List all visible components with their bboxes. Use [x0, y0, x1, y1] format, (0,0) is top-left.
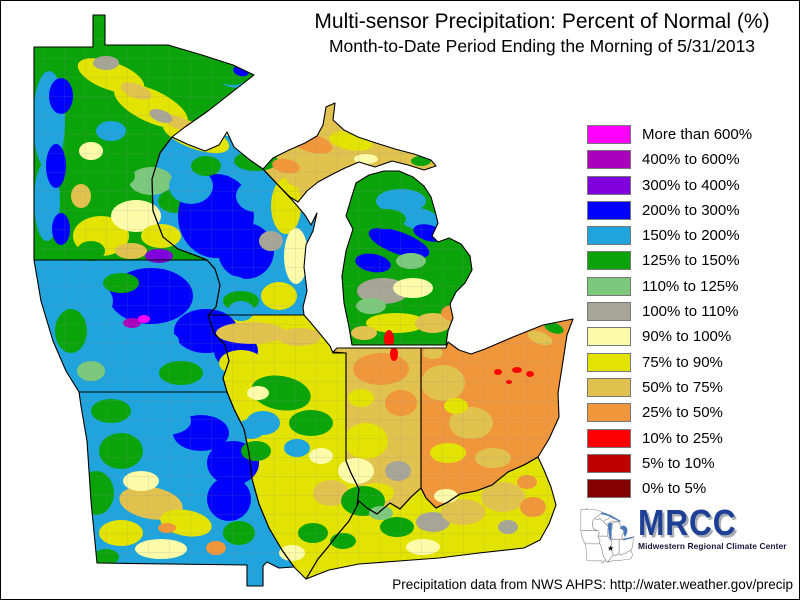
legend-swatch [587, 403, 631, 423]
legend-item: 10% to 25% [587, 428, 752, 448]
legend-item: 400% to 600% [587, 150, 752, 170]
legend-swatch [587, 377, 631, 397]
legend-label: 125% to 150% [642, 252, 740, 270]
legend-label: 5% to 10% [642, 454, 715, 472]
legend-item: 25% to 50% [587, 403, 752, 423]
title-block: Multi-sensor Precipitation: Percent of N… [289, 8, 795, 57]
legend-label: More than 600% [642, 126, 753, 143]
logo-lake-shape [621, 536, 634, 541]
page-subtitle: Month-to-Date Period Ending the Morning … [328, 36, 756, 56]
legend-label: 25% to 50% [642, 404, 723, 422]
legend-swatch [587, 453, 631, 473]
legend-item: 50% to 75% [587, 377, 752, 397]
logo-star-icon: ★ [607, 544, 614, 553]
state-border-michigan-lower [341, 170, 473, 346]
legend-label: 0% to 5% [642, 480, 707, 498]
legend-label: 75% to 90% [642, 353, 723, 371]
legend-label: 110% to 125% [642, 277, 739, 295]
state-borders [33, 14, 574, 587]
mrcc-logo-map-icon: ★ [580, 508, 635, 564]
logo-lake-shape [607, 522, 613, 540]
legend-item: 200% to 300% [587, 200, 752, 220]
mrcc-tagline: Midwestern Regional Climate Center [638, 541, 787, 551]
legend-item: 300% to 400% [587, 175, 752, 195]
legend-label: 200% to 300% [642, 201, 740, 219]
legend-swatch [587, 150, 631, 170]
legend: More than 600% 400% to 600% 300% to 400% 20… [587, 125, 752, 504]
legend-label: 10% to 25% [642, 429, 723, 447]
logo-state-outline [611, 521, 625, 540]
logo-state-outline [580, 530, 601, 545]
legend-item: 125% to 150% [587, 251, 752, 271]
legend-item: 150% to 200% [587, 226, 752, 246]
logo-state-outline [592, 517, 610, 537]
mrcc-logo-text: MRCC Midwestern Regional Climate Center [638, 502, 787, 552]
state-border-kentucky [305, 456, 557, 580]
legend-swatch [587, 302, 631, 322]
legend-swatch [587, 428, 631, 448]
legend-swatch [587, 251, 631, 271]
logo-state-outline [607, 549, 633, 563]
state-border-michigan-upper [262, 102, 437, 203]
legend-item: 75% to 90% [587, 352, 752, 372]
legend-item: 5% to 10% [587, 453, 752, 473]
attribution-text: Precipitation data from NWS AHPS: http:/… [392, 577, 793, 592]
legend-swatch [587, 276, 631, 296]
legend-swatch [587, 125, 631, 144]
legend-swatch [587, 479, 631, 499]
state-border-wisconsin [151, 131, 318, 316]
legend-item: 100% to 110% [587, 302, 752, 322]
logo-state-outline [603, 514, 622, 526]
legend-label: 400% to 600% [642, 151, 740, 169]
legend-swatch [587, 352, 631, 372]
logo-lake-shape [620, 525, 628, 538]
legend-label: 300% to 400% [642, 176, 740, 194]
legend-label: 90% to 100% [642, 328, 732, 346]
legend-item: 0% to 5% [587, 479, 752, 499]
mrcc-acronym: MRCC [638, 502, 737, 543]
page-title: Multi-sensor Precipitation: Percent of N… [314, 10, 770, 33]
legend-swatch [587, 200, 631, 220]
legend-label: 150% to 200% [642, 227, 740, 245]
legend-item: More than 600% [587, 125, 752, 144]
legend-label: 50% to 75% [642, 378, 723, 396]
mrcc-logo: ★ MRCC Midwestern Regional Climate Cente… [578, 502, 787, 564]
logo-lake-shape [600, 512, 621, 522]
legend-swatch [587, 327, 631, 347]
legend-swatch [587, 175, 631, 195]
legend-item: 90% to 100% [587, 327, 752, 347]
legend-swatch [587, 226, 631, 246]
legend-label: 100% to 110% [642, 303, 739, 321]
legend-item: 110% to 125% [587, 276, 752, 296]
